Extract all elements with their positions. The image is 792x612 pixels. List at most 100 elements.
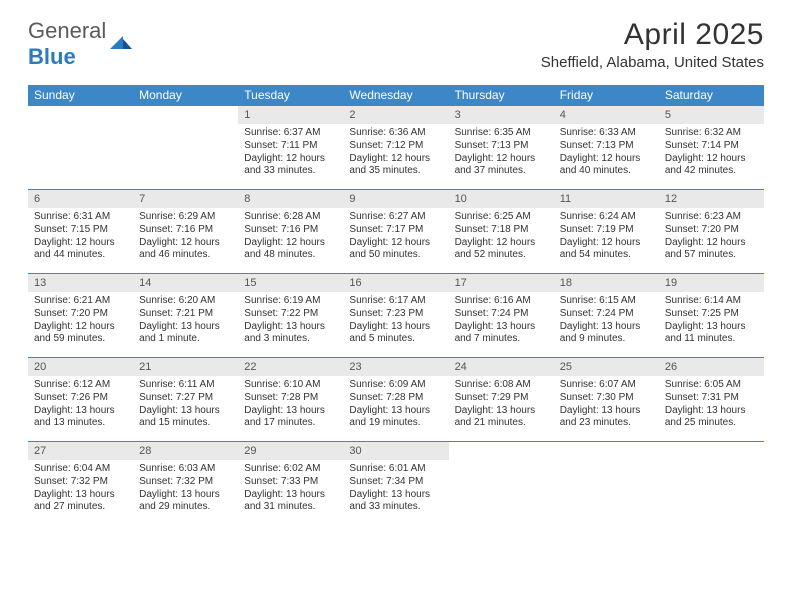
calendar-day-cell: 10Sunrise: 6:25 AMSunset: 7:18 PMDayligh… [449, 189, 554, 273]
logo-word2: Blue [28, 44, 76, 69]
sunrise-line: Sunrise: 6:29 AM [139, 211, 232, 224]
daylight-line: Daylight: 13 hours and 19 minutes. [349, 405, 442, 431]
calendar-day-cell: 2Sunrise: 6:36 AMSunset: 7:12 PMDaylight… [343, 105, 448, 189]
sunrise-line: Sunrise: 6:37 AM [244, 127, 337, 140]
weekday-header: Friday [554, 85, 659, 105]
calendar-day-cell: 16Sunrise: 6:17 AMSunset: 7:23 PMDayligh… [343, 273, 448, 357]
daylight-line: Daylight: 12 hours and 35 minutes. [349, 153, 442, 179]
daylight-line: Daylight: 13 hours and 7 minutes. [455, 321, 548, 347]
sunset-line: Sunset: 7:16 PM [244, 224, 337, 237]
calendar-day-cell: 7Sunrise: 6:29 AMSunset: 7:16 PMDaylight… [133, 189, 238, 273]
day-number: 13 [28, 274, 133, 292]
day-number: 21 [133, 358, 238, 376]
sunset-line: Sunset: 7:13 PM [560, 140, 653, 153]
calendar-day-cell: 27Sunrise: 6:04 AMSunset: 7:32 PMDayligh… [28, 441, 133, 525]
day-details: Sunrise: 6:33 AMSunset: 7:13 PMDaylight:… [554, 124, 659, 182]
calendar-day-cell: 5Sunrise: 6:32 AMSunset: 7:14 PMDaylight… [659, 105, 764, 189]
day-number: 16 [343, 274, 448, 292]
sunrise-line: Sunrise: 6:14 AM [665, 295, 758, 308]
sunrise-line: Sunrise: 6:36 AM [349, 127, 442, 140]
calendar-day-cell: 6Sunrise: 6:31 AMSunset: 7:15 PMDaylight… [28, 189, 133, 273]
calendar-day-cell: 30Sunrise: 6:01 AMSunset: 7:34 PMDayligh… [343, 441, 448, 525]
day-details: Sunrise: 6:21 AMSunset: 7:20 PMDaylight:… [28, 292, 133, 350]
weekday-header: Thursday [449, 85, 554, 105]
sunset-line: Sunset: 7:23 PM [349, 308, 442, 321]
calendar-day-cell: 8Sunrise: 6:28 AMSunset: 7:16 PMDaylight… [238, 189, 343, 273]
sunset-line: Sunset: 7:21 PM [139, 308, 232, 321]
day-number: 24 [449, 358, 554, 376]
calendar-day-cell: 25Sunrise: 6:07 AMSunset: 7:30 PMDayligh… [554, 357, 659, 441]
day-details: Sunrise: 6:03 AMSunset: 7:32 PMDaylight:… [133, 460, 238, 518]
day-details: Sunrise: 6:37 AMSunset: 7:11 PMDaylight:… [238, 124, 343, 182]
day-number: 29 [238, 442, 343, 460]
daylight-line: Daylight: 12 hours and 33 minutes. [244, 153, 337, 179]
calendar-day-cell: 17Sunrise: 6:16 AMSunset: 7:24 PMDayligh… [449, 273, 554, 357]
day-number: 25 [554, 358, 659, 376]
daylight-line: Daylight: 12 hours and 46 minutes. [139, 237, 232, 263]
day-details: Sunrise: 6:10 AMSunset: 7:28 PMDaylight:… [238, 376, 343, 434]
sunrise-line: Sunrise: 6:24 AM [560, 211, 653, 224]
calendar-day-cell: 21Sunrise: 6:11 AMSunset: 7:27 PMDayligh… [133, 357, 238, 441]
daylight-line: Daylight: 13 hours and 31 minutes. [244, 489, 337, 515]
day-details: Sunrise: 6:12 AMSunset: 7:26 PMDaylight:… [28, 376, 133, 434]
day-number: 17 [449, 274, 554, 292]
sunset-line: Sunset: 7:20 PM [665, 224, 758, 237]
daylight-line: Daylight: 12 hours and 48 minutes. [244, 237, 337, 263]
daylight-line: Daylight: 12 hours and 50 minutes. [349, 237, 442, 263]
day-details: Sunrise: 6:01 AMSunset: 7:34 PMDaylight:… [343, 460, 448, 518]
sunrise-line: Sunrise: 6:12 AM [34, 379, 127, 392]
weekday-header: Saturday [659, 85, 764, 105]
sunrise-line: Sunrise: 6:32 AM [665, 127, 758, 140]
sunrise-line: Sunrise: 6:21 AM [34, 295, 127, 308]
sunset-line: Sunset: 7:19 PM [560, 224, 653, 237]
sunrise-line: Sunrise: 6:02 AM [244, 463, 337, 476]
day-number: 5 [659, 106, 764, 124]
day-number: 4 [554, 106, 659, 124]
calendar-empty-cell [449, 441, 554, 525]
sunrise-line: Sunrise: 6:07 AM [560, 379, 653, 392]
sunset-line: Sunset: 7:28 PM [244, 392, 337, 405]
daylight-line: Daylight: 12 hours and 57 minutes. [665, 237, 758, 263]
day-number: 28 [133, 442, 238, 460]
day-number: 18 [554, 274, 659, 292]
logo: General Blue [28, 18, 132, 70]
sunset-line: Sunset: 7:11 PM [244, 140, 337, 153]
day-details: Sunrise: 6:27 AMSunset: 7:17 PMDaylight:… [343, 208, 448, 266]
daylight-line: Daylight: 12 hours and 44 minutes. [34, 237, 127, 263]
day-number: 11 [554, 190, 659, 208]
sunrise-line: Sunrise: 6:03 AM [139, 463, 232, 476]
day-details: Sunrise: 6:14 AMSunset: 7:25 PMDaylight:… [659, 292, 764, 350]
daylight-line: Daylight: 13 hours and 15 minutes. [139, 405, 232, 431]
calendar-day-cell: 18Sunrise: 6:15 AMSunset: 7:24 PMDayligh… [554, 273, 659, 357]
calendar-body: 1Sunrise: 6:37 AMSunset: 7:11 PMDaylight… [28, 105, 764, 525]
sunset-line: Sunset: 7:12 PM [349, 140, 442, 153]
calendar-day-cell: 24Sunrise: 6:08 AMSunset: 7:29 PMDayligh… [449, 357, 554, 441]
day-details: Sunrise: 6:29 AMSunset: 7:16 PMDaylight:… [133, 208, 238, 266]
calendar-day-cell: 1Sunrise: 6:37 AMSunset: 7:11 PMDaylight… [238, 105, 343, 189]
day-details: Sunrise: 6:11 AMSunset: 7:27 PMDaylight:… [133, 376, 238, 434]
weekday-header: Tuesday [238, 85, 343, 105]
daylight-line: Daylight: 13 hours and 5 minutes. [349, 321, 442, 347]
sunset-line: Sunset: 7:17 PM [349, 224, 442, 237]
sunrise-line: Sunrise: 6:33 AM [560, 127, 653, 140]
sunset-line: Sunset: 7:22 PM [244, 308, 337, 321]
day-details: Sunrise: 6:35 AMSunset: 7:13 PMDaylight:… [449, 124, 554, 182]
calendar-day-cell: 4Sunrise: 6:33 AMSunset: 7:13 PMDaylight… [554, 105, 659, 189]
sunrise-line: Sunrise: 6:05 AM [665, 379, 758, 392]
day-number: 30 [343, 442, 448, 460]
weekday-header: Sunday [28, 85, 133, 105]
sunrise-line: Sunrise: 6:04 AM [34, 463, 127, 476]
day-details: Sunrise: 6:31 AMSunset: 7:15 PMDaylight:… [28, 208, 133, 266]
day-details: Sunrise: 6:19 AMSunset: 7:22 PMDaylight:… [238, 292, 343, 350]
sunset-line: Sunset: 7:28 PM [349, 392, 442, 405]
daylight-line: Daylight: 13 hours and 21 minutes. [455, 405, 548, 431]
day-number: 12 [659, 190, 764, 208]
day-details: Sunrise: 6:20 AMSunset: 7:21 PMDaylight:… [133, 292, 238, 350]
day-details: Sunrise: 6:09 AMSunset: 7:28 PMDaylight:… [343, 376, 448, 434]
sunset-line: Sunset: 7:29 PM [455, 392, 548, 405]
daylight-line: Daylight: 13 hours and 23 minutes. [560, 405, 653, 431]
calendar-empty-cell [28, 105, 133, 189]
calendar-day-cell: 9Sunrise: 6:27 AMSunset: 7:17 PMDaylight… [343, 189, 448, 273]
calendar-empty-cell [554, 441, 659, 525]
location-subtitle: Sheffield, Alabama, United States [541, 54, 764, 71]
